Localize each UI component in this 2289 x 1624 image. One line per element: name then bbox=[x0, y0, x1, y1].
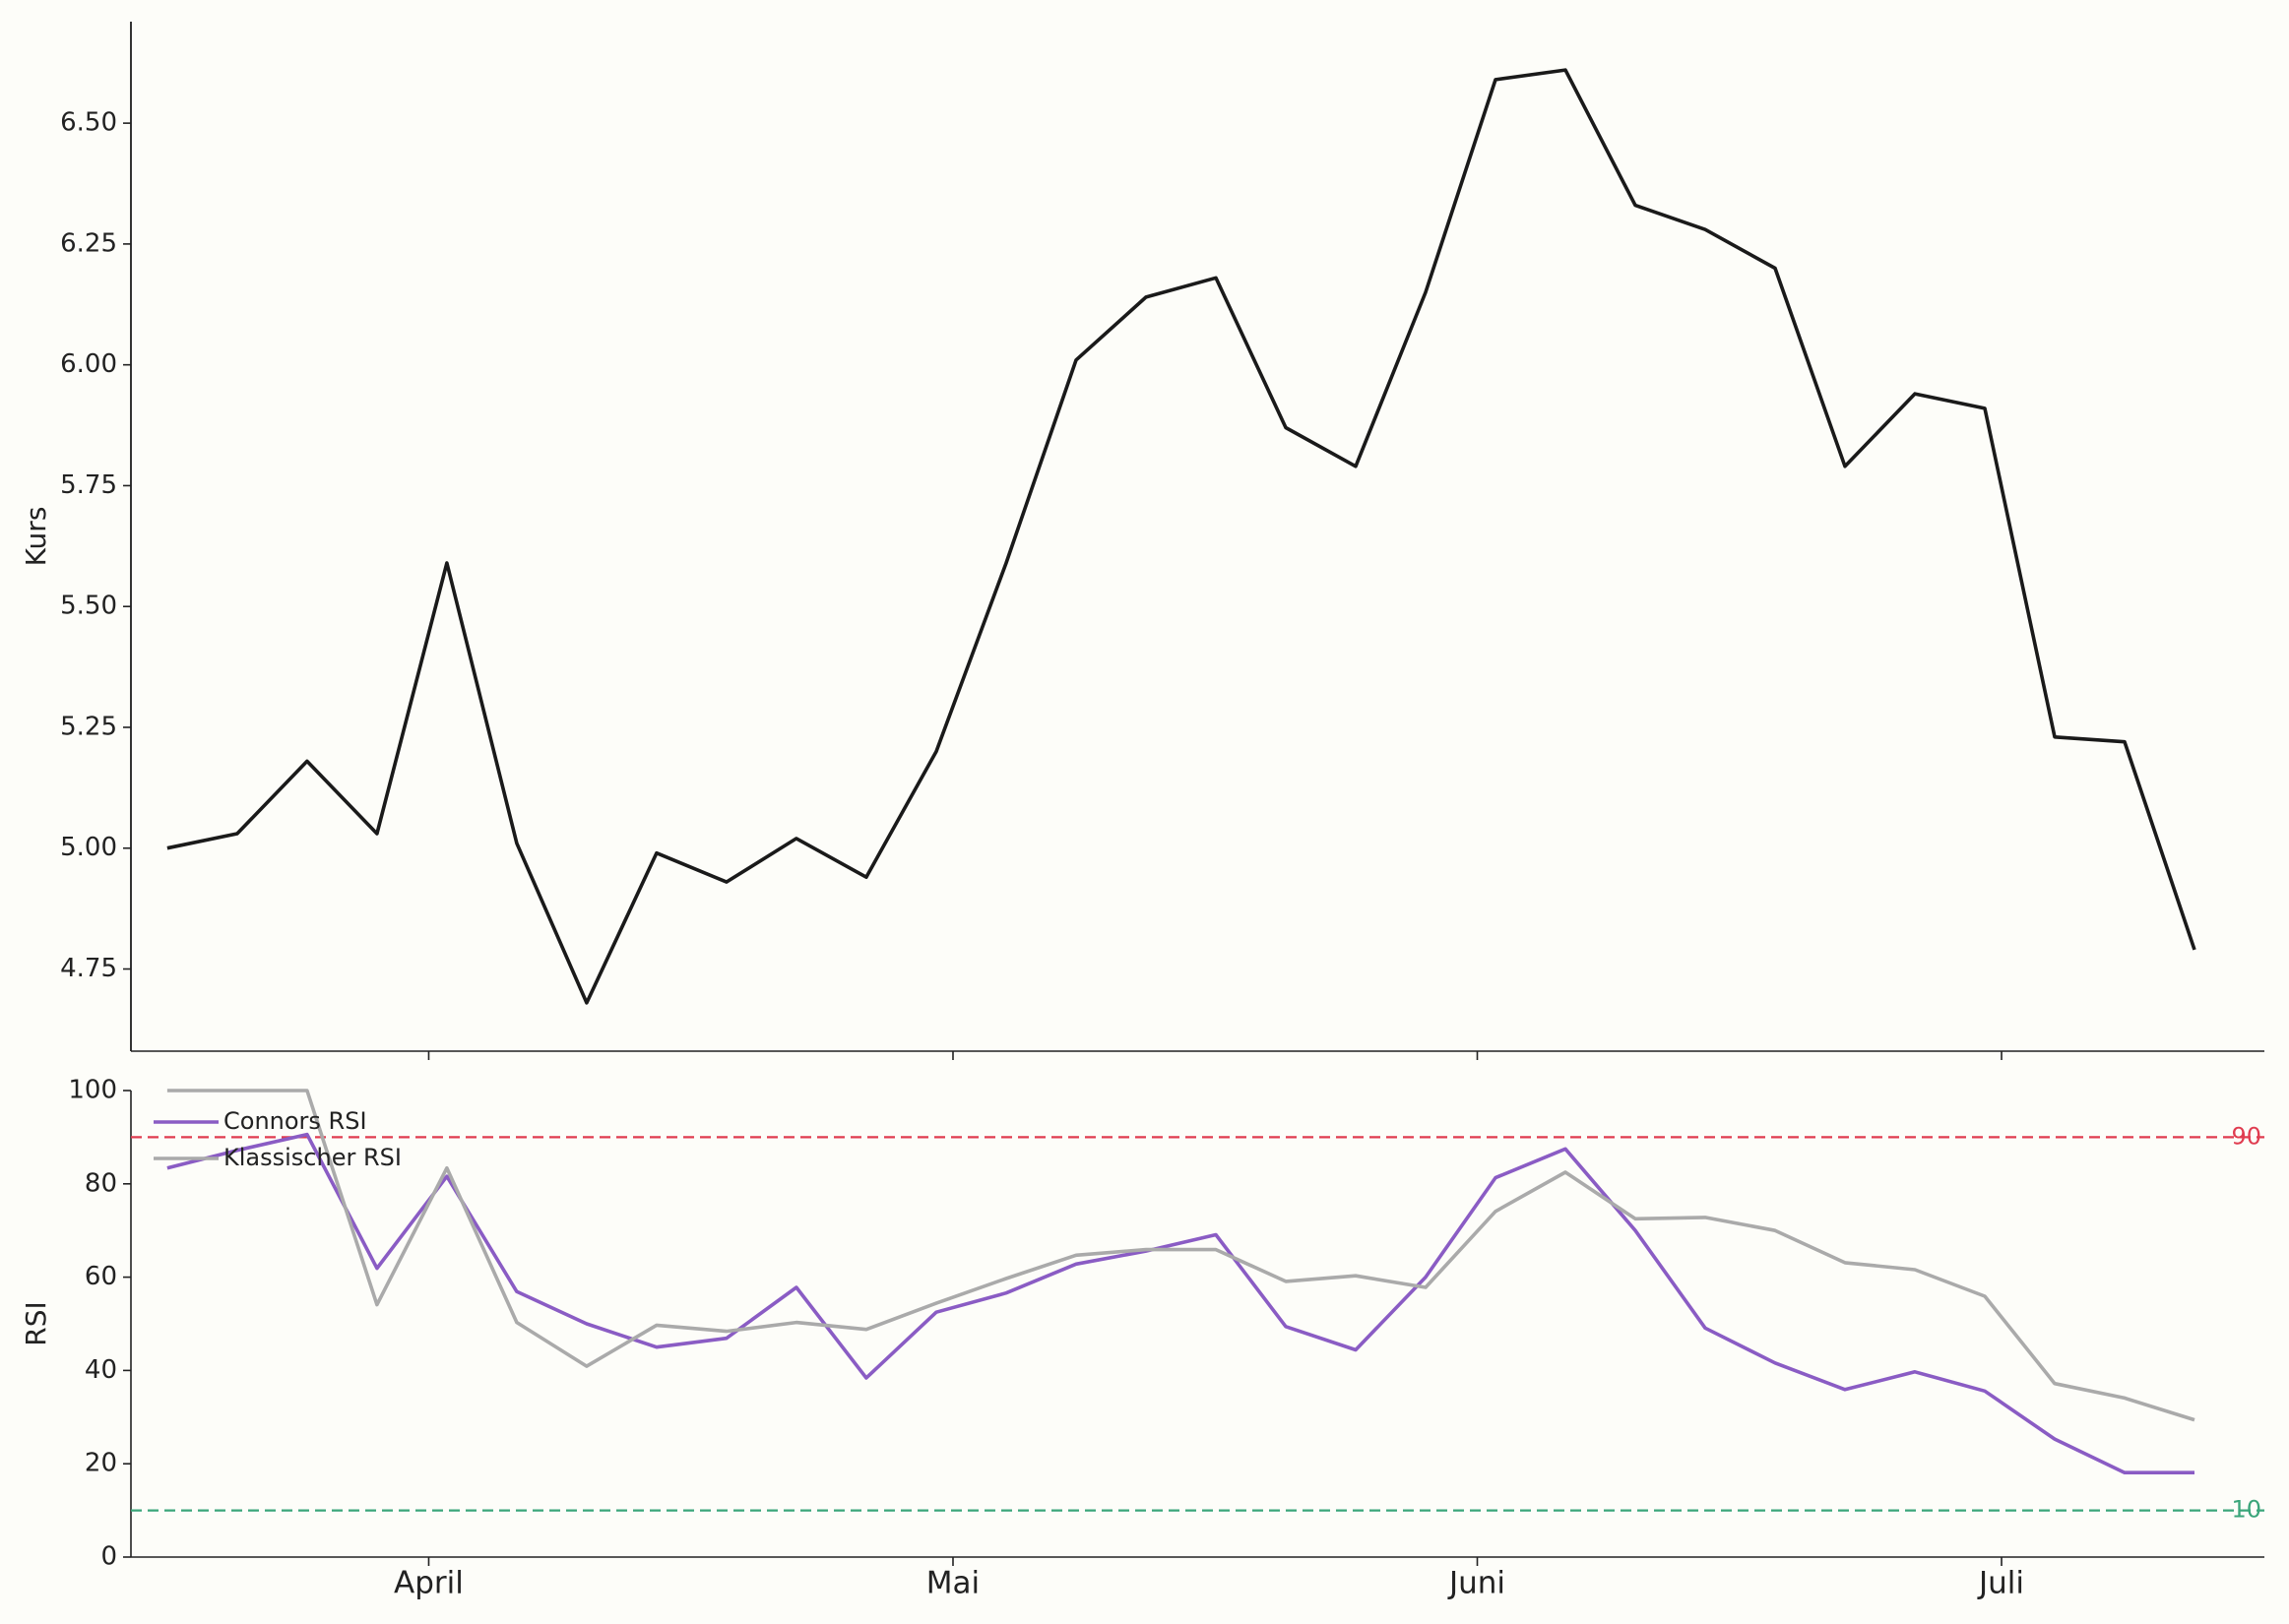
series-line bbox=[166, 1089, 2195, 1422]
y-tick-label: 6.50 bbox=[60, 108, 117, 138]
y-tick-label: 100 bbox=[68, 1076, 117, 1105]
y-tick-label: 5.25 bbox=[60, 712, 117, 741]
x-tick-label: Mai bbox=[926, 1566, 980, 1601]
y-tick-label: 5.75 bbox=[60, 470, 117, 500]
y-tick-label: 0 bbox=[100, 1542, 117, 1572]
y-tick-label: 5.50 bbox=[60, 592, 117, 621]
x-tick-label: April bbox=[394, 1566, 464, 1601]
x-tick-label: Juni bbox=[1447, 1566, 1505, 1601]
series-line bbox=[166, 68, 2196, 1005]
threshold-label: 10 bbox=[2231, 1496, 2261, 1524]
y-axis-label: Kurs bbox=[20, 507, 52, 567]
legend-label: Connors RSI bbox=[223, 1107, 367, 1135]
x-tick-label: Juli bbox=[1977, 1566, 2024, 1601]
y-axis-label: RSI bbox=[20, 1301, 52, 1346]
y-tick-label: 6.25 bbox=[60, 228, 117, 258]
y-tick-label: 60 bbox=[85, 1262, 117, 1291]
y-tick-label: 5.00 bbox=[60, 833, 117, 862]
y-tick-label: 4.75 bbox=[60, 954, 117, 983]
y-tick-label: 20 bbox=[85, 1449, 117, 1478]
y-tick-label: 40 bbox=[85, 1355, 117, 1385]
series-line bbox=[166, 1132, 2194, 1474]
y-tick-label: 80 bbox=[85, 1168, 117, 1198]
legend-label: Klassischer RSI bbox=[223, 1144, 402, 1171]
y-tick-label: 6.00 bbox=[60, 349, 117, 379]
threshold-label: 90 bbox=[2231, 1122, 2261, 1150]
